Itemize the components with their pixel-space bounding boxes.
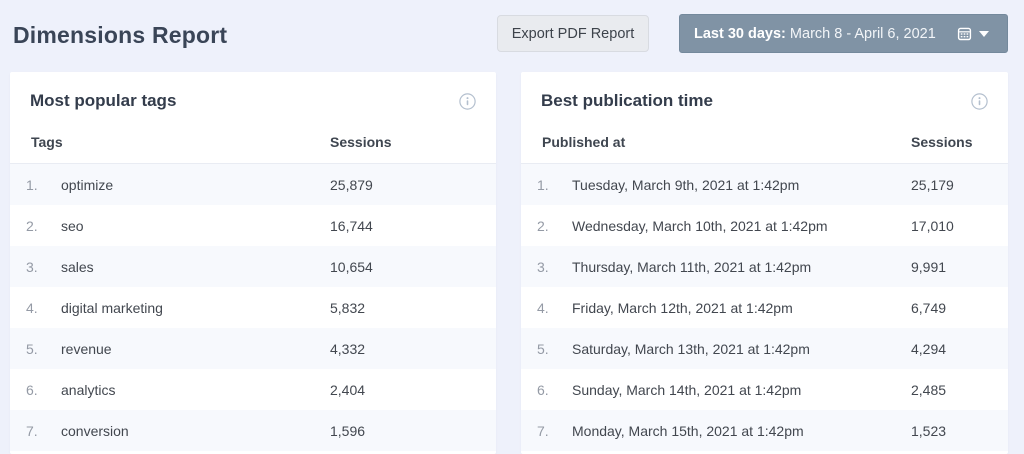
row-sessions: 17,010 [911,217,954,234]
row-rank: 7. [26,422,38,439]
row-label: Monday, March 15th, 2021 at 1:42pm [572,422,804,439]
table-row: 3. Thursday, March 11th, 2021 at 1:42pm … [521,246,1008,287]
row-label: Tuesday, March 9th, 2021 at 1:42pm [572,176,800,193]
table-row: 6. Sunday, March 14th, 2021 at 1:42pm 2,… [521,369,1008,410]
row-rank: 2. [26,217,38,234]
row-sessions: 25,879 [330,176,373,193]
row-rank: 1. [537,176,549,193]
row-label: revenue [61,340,112,357]
row-rank: 6. [537,381,549,398]
row-label: Sunday, March 14th, 2021 at 1:42pm [572,381,802,398]
row-label: sales [61,258,94,275]
table-row: 1. optimize 25,879 [10,164,496,205]
table-row: 6. analytics 2,404 [10,369,496,410]
table-row: 2. Wednesday, March 10th, 2021 at 1:42pm… [521,205,1008,246]
caret-down-icon [979,30,989,37]
row-sessions: 10,654 [330,258,373,275]
row-sessions: 2,485 [911,381,947,398]
row-rank: 2. [537,217,549,234]
row-rank: 5. [26,340,38,357]
info-icon[interactable] [971,92,988,110]
row-sessions: 4,294 [911,340,947,357]
panel-title: Best publication time [541,91,713,110]
row-sessions: 25,179 [911,176,954,193]
row-label: Saturday, March 13th, 2021 at 1:42pm [572,340,810,357]
row-label: optimize [61,176,114,193]
table-row: 3. sales 10,654 [10,246,496,287]
date-range-value: March 8 - April 6, 2021 [789,25,936,42]
page-title: Dimensions Report [13,22,228,48]
row-sessions: 1,596 [330,422,366,439]
row-sessions: 4,332 [330,340,366,357]
row-label: Thursday, March 11th, 2021 at 1:42pm [572,258,812,275]
row-sessions: 2,404 [330,381,366,398]
row-rank: 6. [26,381,38,398]
row-sessions: 6,749 [911,299,947,316]
most-popular-tags-panel: Most popular tags Tags Sessions 1. optim… [10,72,496,454]
table-header: Published at Sessions [521,134,1008,164]
column-header-sessions: Sessions [911,134,973,150]
table-row: 5. Saturday, March 13th, 2021 at 1:42pm … [521,328,1008,369]
panel-title: Most popular tags [30,91,177,110]
row-rank: 4. [537,299,549,316]
table-row: 1. Tuesday, March 9th, 2021 at 1:42pm 25… [521,164,1008,205]
row-sessions: 5,832 [330,299,366,316]
date-range-button[interactable]: Last 30 days: March 8 - April 6, 2021 [679,14,1008,53]
row-rank: 5. [537,340,549,357]
date-range-label: Last 30 days: [694,25,790,42]
column-header-sessions: Sessions [330,134,392,150]
table-row: 4. digital marketing 5,832 [10,287,496,328]
calendar-icon [957,27,972,41]
row-sessions: 9,991 [911,258,947,275]
row-label: digital marketing [61,299,163,316]
row-label: conversion [61,422,129,439]
column-header-published-at: Published at [542,134,626,150]
export-pdf-button[interactable]: Export PDF Report [497,15,649,52]
row-rank: 3. [26,258,38,275]
row-label: seo [61,217,84,234]
best-publication-time-panel: Best publication time Published at Sessi… [521,72,1008,454]
table-row: 7. conversion 1,596 [10,410,496,451]
publication-table-rows: 1. Tuesday, March 9th, 2021 at 1:42pm 25… [521,164,1008,451]
table-row: 4. Friday, March 12th, 2021 at 1:42pm 6,… [521,287,1008,328]
table-header: Tags Sessions [10,134,496,164]
table-row: 5. revenue 4,332 [10,328,496,369]
info-icon[interactable] [459,92,476,110]
table-row: 2. seo 16,744 [10,205,496,246]
row-sessions: 1,523 [911,422,947,439]
row-label: Friday, March 12th, 2021 at 1:42pm [572,299,793,316]
column-header-tags: Tags [31,134,63,150]
row-rank: 3. [537,258,549,275]
table-row: 7. Monday, March 15th, 2021 at 1:42pm 1,… [521,410,1008,451]
row-label: Wednesday, March 10th, 2021 at 1:42pm [572,217,828,234]
row-rank: 4. [26,299,38,316]
row-sessions: 16,744 [330,217,373,234]
date-picker-controls [957,26,989,41]
row-rank: 1. [26,176,38,193]
row-label: analytics [61,381,116,398]
row-rank: 7. [537,422,549,439]
tags-table-rows: 1. optimize 25,879 2. seo 16,744 3. sale… [10,164,496,451]
